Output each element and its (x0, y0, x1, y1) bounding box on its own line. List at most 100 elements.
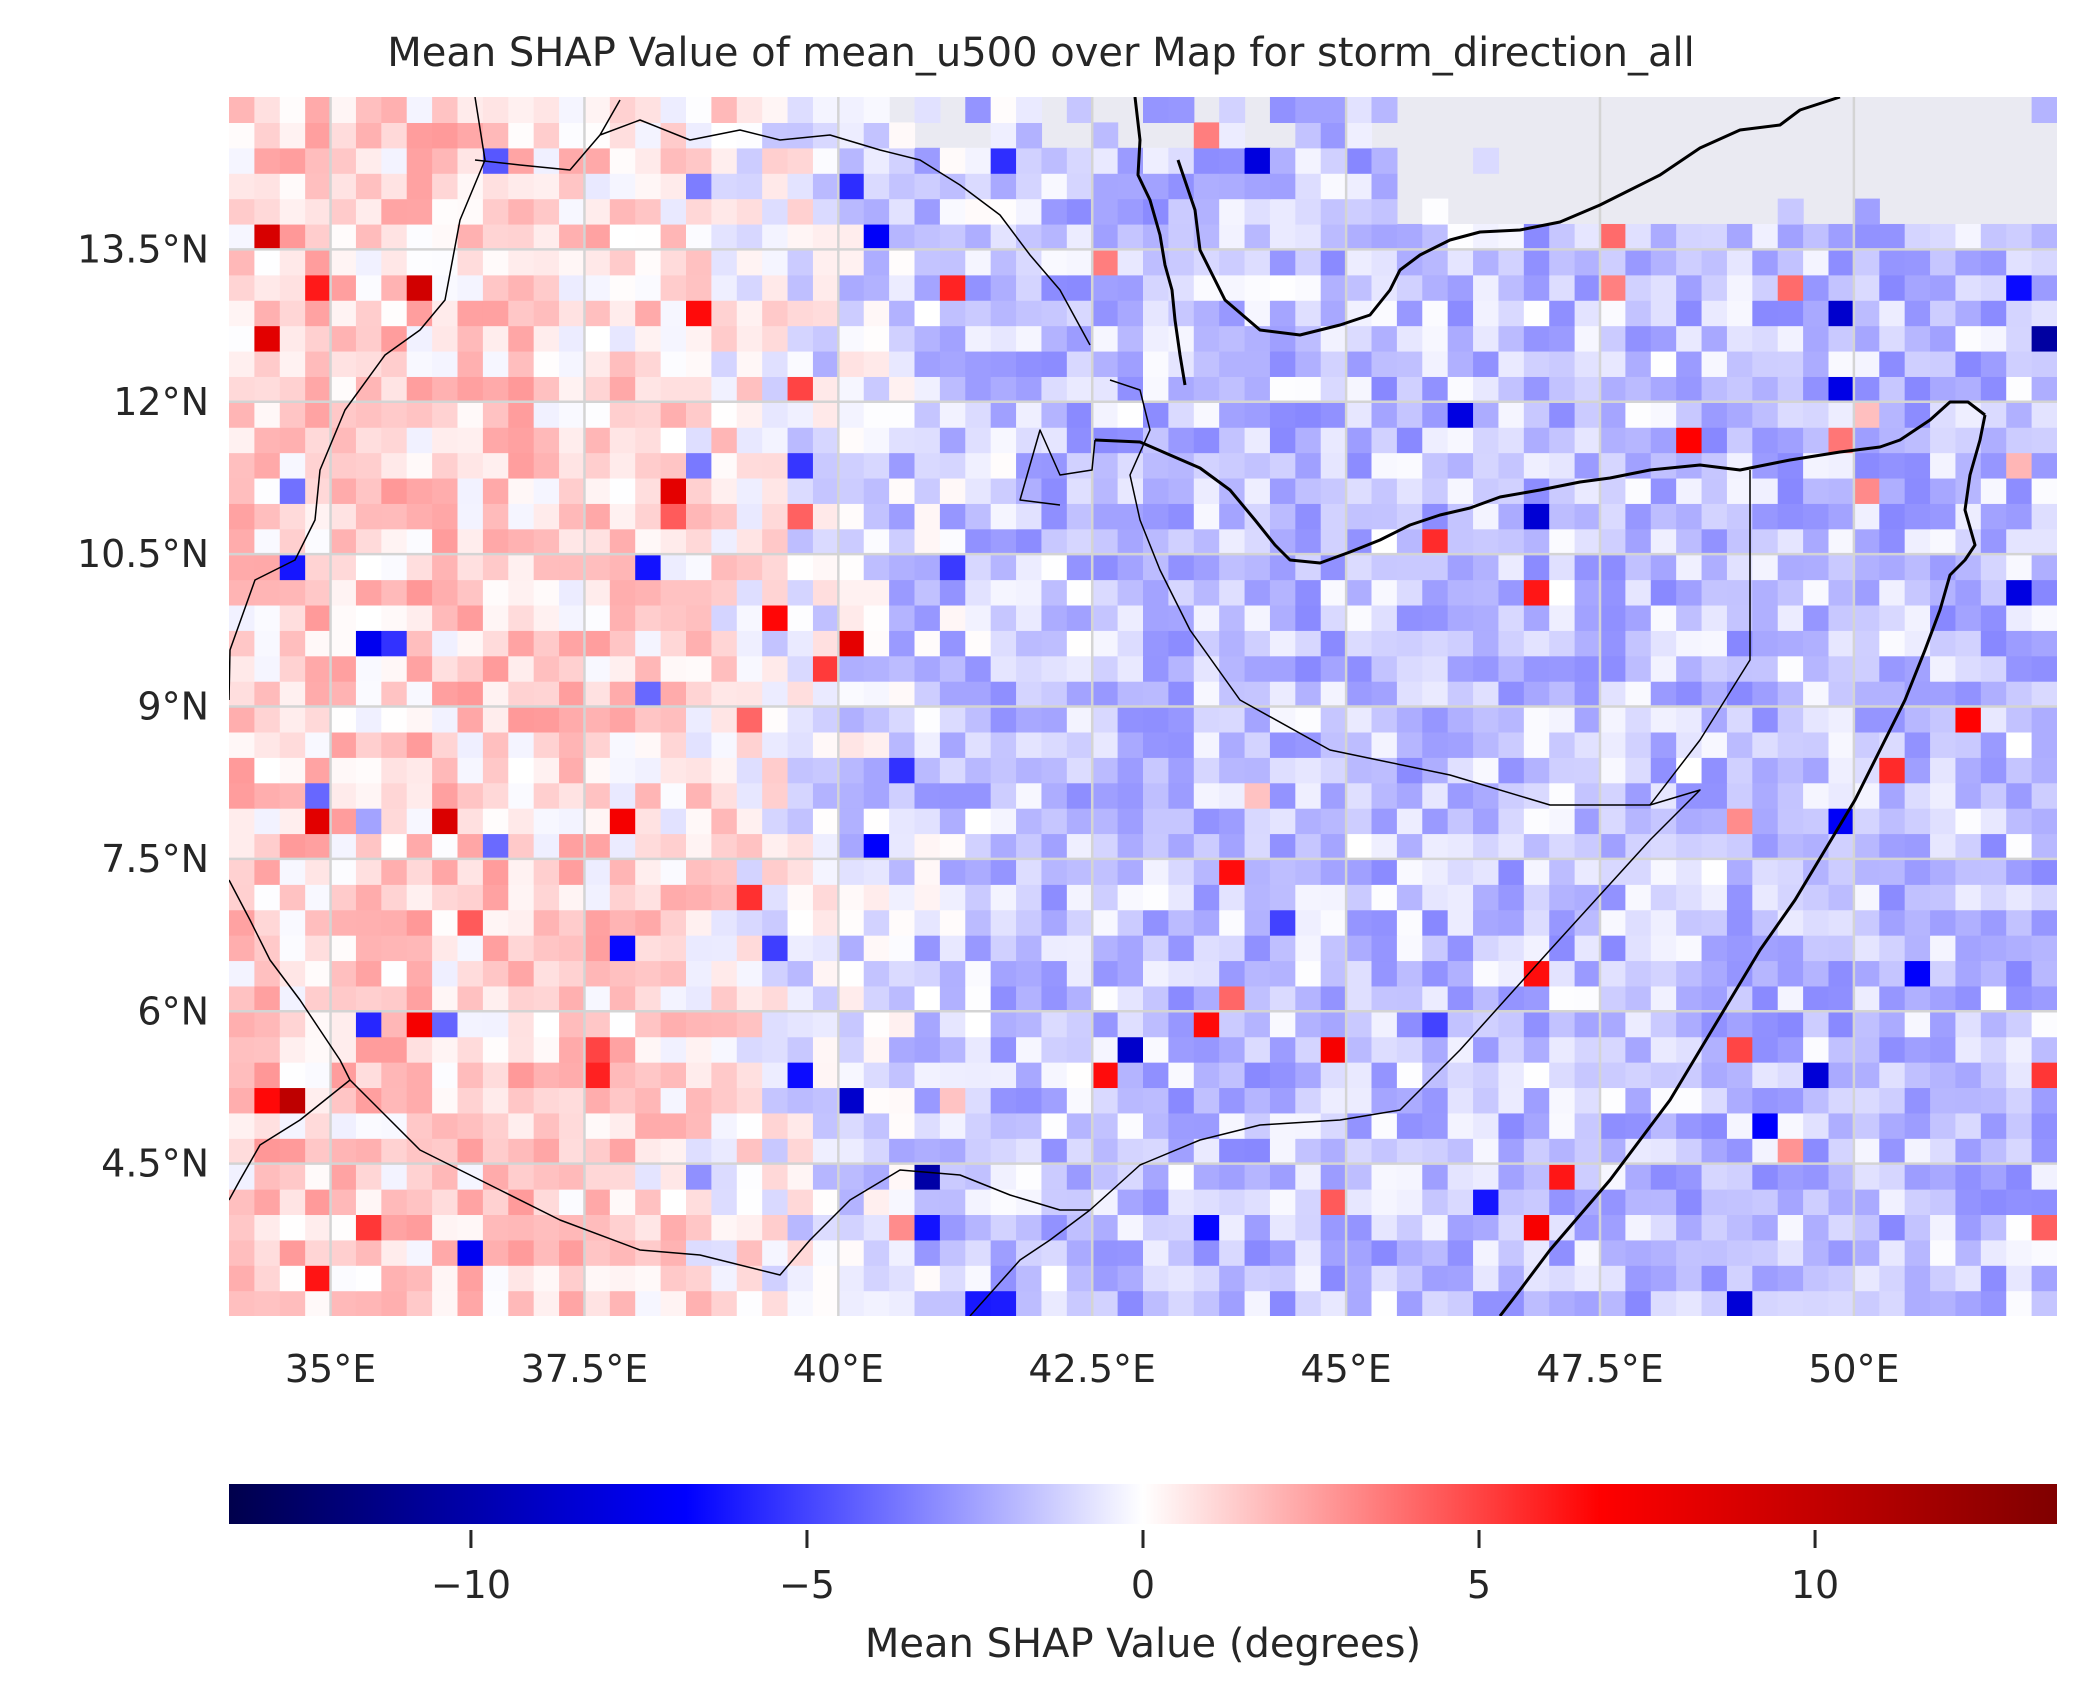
heatmap-cell (609, 274, 636, 301)
heatmap-cell (1777, 528, 1804, 555)
heatmap-cell (1295, 1112, 1322, 1139)
heatmap-cell (482, 173, 509, 200)
heatmap-cell (533, 960, 560, 987)
heatmap-cell (559, 579, 586, 606)
heatmap-cell (686, 731, 712, 758)
x-tick-label: 37.5°E (521, 1347, 649, 1391)
heatmap-cell (1777, 554, 1804, 581)
heatmap-cell (1650, 325, 1677, 352)
heatmap-cell (1930, 935, 1957, 962)
heatmap-cell (1828, 935, 1855, 962)
heatmap-cell (432, 198, 459, 225)
heatmap-cell (1371, 960, 1398, 987)
heatmap-cell (863, 1112, 890, 1139)
heatmap-cell (1777, 1062, 1804, 1089)
heatmap-cell (939, 884, 966, 911)
heatmap-cell (736, 808, 763, 835)
heatmap-cell (787, 1087, 814, 1114)
heatmap-cell (381, 427, 408, 454)
heatmap-cell (1295, 274, 1322, 301)
heatmap-cell (1371, 1265, 1398, 1292)
heatmap-cell (1549, 1011, 1576, 1038)
heatmap-cell (1320, 808, 1347, 835)
heatmap-cell (1752, 528, 1779, 555)
heatmap-cell (1574, 554, 1601, 581)
heatmap-cell (533, 1239, 560, 1266)
heatmap-cell (1320, 1189, 1347, 1216)
heatmap-cell (1269, 198, 1296, 225)
heatmap-cell (1676, 274, 1703, 301)
heatmap-cell (711, 1265, 738, 1292)
heatmap-cell (1371, 350, 1398, 377)
heatmap-cell (889, 1163, 916, 1190)
heatmap-cell (1955, 1163, 1982, 1190)
heatmap-cell (1117, 960, 1144, 987)
heatmap-cell (305, 122, 332, 149)
heatmap-cell (432, 579, 459, 606)
heatmap-cell (762, 249, 789, 276)
heatmap-cell (812, 935, 839, 962)
heatmap-cell (787, 985, 814, 1012)
heatmap-cell (1625, 249, 1652, 276)
heatmap-cell (787, 655, 814, 682)
heatmap-cell (990, 325, 1017, 352)
heatmap-cell (1117, 681, 1144, 708)
heatmap-cell (482, 122, 509, 149)
heatmap-cell (508, 808, 535, 835)
heatmap-cell (1168, 935, 1195, 962)
heatmap-cell (1371, 147, 1398, 174)
heatmap-cell (1371, 223, 1398, 250)
heatmap-cell (1447, 452, 1474, 479)
heatmap-cell (863, 452, 890, 479)
heatmap-cell (1143, 655, 1169, 682)
heatmap-cell (1549, 223, 1576, 250)
heatmap-cell (330, 782, 357, 809)
heatmap-cell (1473, 782, 1500, 809)
heatmap-cell (2006, 579, 2033, 606)
heatmap-cell (1066, 909, 1093, 936)
heatmap-cell (1498, 1265, 1525, 1292)
heatmap-cell (1904, 833, 1931, 860)
heatmap-cell (1016, 630, 1043, 657)
heatmap-cell (1041, 350, 1068, 377)
heatmap-cell (533, 1290, 560, 1316)
heatmap-cell (1346, 325, 1373, 352)
heatmap-cell (457, 223, 484, 250)
heatmap-cell (1396, 858, 1423, 885)
heatmap-cell (1422, 350, 1449, 377)
heatmap-cell (939, 503, 966, 530)
heatmap-cell (736, 731, 763, 758)
heatmap-cell (1346, 858, 1373, 885)
heatmap-cell (914, 325, 941, 352)
heatmap-cell (1980, 858, 2007, 885)
heatmap-cell (1473, 884, 1500, 911)
heatmap-cell (1269, 274, 1296, 301)
heatmap-cell (1498, 350, 1525, 377)
heatmap-cell (660, 1163, 687, 1190)
heatmap-cell (559, 554, 586, 581)
heatmap-cell (1447, 579, 1474, 606)
heatmap-cell (1600, 935, 1626, 962)
heatmap-cell (812, 706, 839, 733)
heatmap-cell (1143, 452, 1169, 479)
heatmap-cell (1549, 630, 1576, 657)
heatmap-cell (254, 655, 281, 682)
border-west (229, 97, 486, 701)
heatmap-cell (1701, 909, 1728, 936)
heatmap-cell (939, 1087, 966, 1114)
heatmap-cell (1371, 503, 1398, 530)
heatmap-cell (1269, 1112, 1296, 1139)
heatmap-cell (1574, 223, 1601, 250)
heatmap-cell (482, 731, 509, 758)
heatmap-cell (889, 731, 916, 758)
heatmap-cell (508, 427, 535, 454)
heatmap-cell (1676, 1239, 1703, 1266)
heatmap-cell (1650, 1138, 1677, 1165)
heatmap-cell (863, 122, 890, 149)
gridlines (229, 97, 2057, 1316)
heatmap-cell (1574, 452, 1601, 479)
heatmap-cell (559, 173, 586, 200)
heatmap-cell (1295, 579, 1322, 606)
heatmap-cell (584, 604, 611, 631)
heatmap-cell (432, 985, 459, 1012)
